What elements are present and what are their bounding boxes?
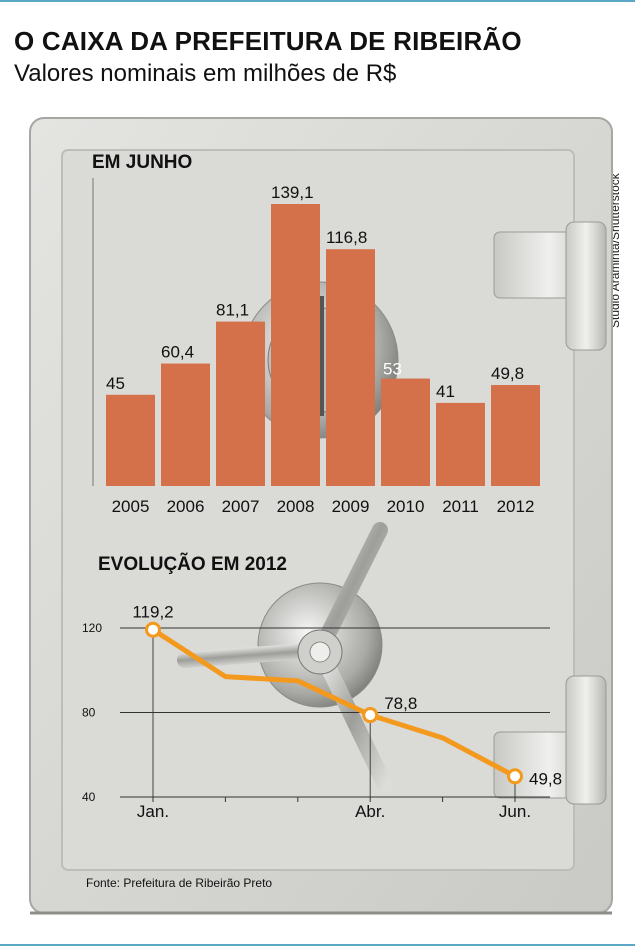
safe-body: [29, 117, 613, 915]
bar-2010: [381, 378, 430, 486]
line-point-marker: [362, 707, 379, 724]
bar-category-label: 2008: [277, 497, 315, 516]
line-point-label: 119,2: [132, 603, 173, 622]
safe-hinge-bottom: [493, 675, 607, 805]
bar-2008: [271, 204, 320, 486]
line-x-tick-label: Abr.: [355, 802, 385, 821]
line-x-tick-label: Jun.: [499, 802, 531, 821]
bottom-rule: [0, 944, 635, 946]
page-title: O CAIXA DA PREFEITURA DE RIBEIRÃO: [14, 26, 522, 56]
bar-2009: [326, 249, 375, 486]
line-chart-title: EVOLUÇÃO EM 2012: [98, 553, 287, 575]
line-y-tick-label: 40: [82, 790, 96, 804]
bar-2006: [161, 363, 210, 486]
bar-value-label: 41: [436, 382, 455, 401]
bar-category-label: 2012: [497, 497, 535, 516]
source-note: Fonte: Prefeitura de Ribeirão Preto: [86, 876, 273, 890]
line-x-tick-label: Jan.: [137, 802, 169, 821]
bar-2005: [106, 394, 155, 486]
bar-2012: [491, 385, 540, 486]
page-subtitle: Valores nominais em milhões de R$: [14, 60, 397, 87]
bar-value-label: 49,8: [491, 364, 524, 383]
line-point-label: 49,8: [529, 769, 562, 788]
line-y-tick-label: 80: [82, 706, 96, 720]
bar-value-label: 81,1: [216, 301, 249, 320]
line-point-marker: [145, 621, 161, 638]
line-y-tick-label: 120: [82, 621, 102, 635]
line-series: [150, 627, 518, 779]
bar-category-label: 2009: [332, 497, 370, 516]
bar-2011: [436, 402, 485, 486]
bar-value-label: 45: [106, 374, 125, 393]
bar-category-label: 2007: [222, 497, 260, 516]
top-rule: [0, 0, 635, 2]
safe-hinge-top: [493, 221, 607, 351]
bar-chart-title: EM JUNHO: [92, 152, 192, 173]
line-point-label: 78,8: [384, 694, 417, 713]
safe-handle: [177, 522, 393, 793]
bar-value-label: 139,1: [271, 183, 314, 202]
bar-category-label: 2011: [442, 497, 479, 516]
line-point-marker: [507, 768, 523, 785]
bar-chart: EM JUNHO 45 2005 60,4 2006 81,1 2007 139,1 2008…: [92, 152, 540, 516]
bar-value-label: 53: [383, 360, 402, 379]
bar-category-label: 2006: [167, 497, 205, 516]
bar-2007: [216, 321, 265, 486]
line-chart: EVOLUÇÃO EM 2012 40 80 120 Jan. Abr. Jun. 119…: [82, 553, 562, 821]
bar-category-label: 2010: [387, 497, 425, 516]
bar-category-label: 2005: [112, 497, 150, 516]
bar-value-label: 60,4: [161, 343, 194, 362]
bar-value-label: 116,8: [326, 228, 367, 247]
